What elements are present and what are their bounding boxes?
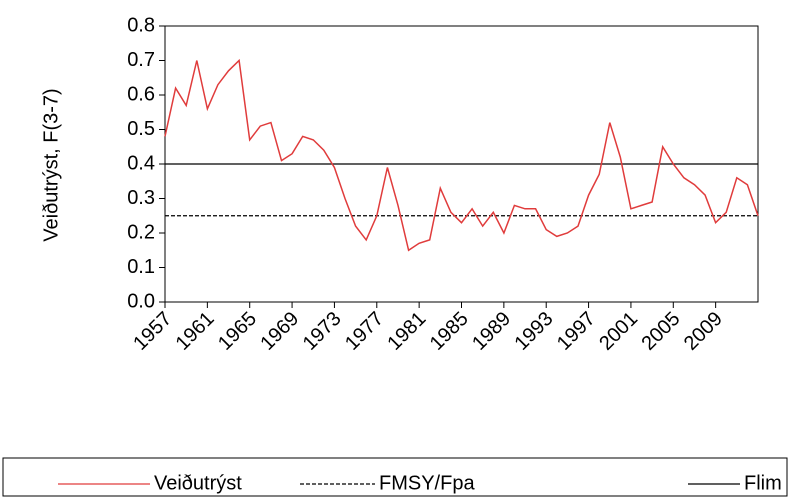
legend-label: Flim <box>744 472 782 494</box>
data-line <box>164 58 759 252</box>
x-tick-label: 1969 <box>256 308 303 355</box>
x-tick-label: 1957 <box>129 308 176 355</box>
y-tick-label: 0.7 <box>127 49 155 71</box>
y-tick-label: 0.6 <box>127 83 155 105</box>
x-tick-label: 1981 <box>383 308 430 355</box>
x-tick-label: 2005 <box>638 308 685 355</box>
y-tick-label: 0.1 <box>127 256 155 278</box>
y-tick-label: 0.2 <box>127 221 155 243</box>
x-tick-label: 1993 <box>510 308 557 355</box>
x-tick-label: 1989 <box>468 308 515 355</box>
legend-label: FMSY/Fpa <box>379 472 475 494</box>
x-tick-label: 1965 <box>214 308 261 355</box>
x-tick-label: 1977 <box>341 308 388 355</box>
y-tick-label: 0.8 <box>127 14 155 36</box>
x-tick-label: 2001 <box>595 308 642 355</box>
y-tick-label: 0.3 <box>127 187 155 209</box>
y-tick-label: 0.4 <box>127 152 155 174</box>
y-axis-label: Veiðutrýst, F(3-7) <box>40 88 62 241</box>
legend-label: Veiðutrýst <box>154 472 242 494</box>
x-tick-label: 1973 <box>299 308 346 355</box>
y-tick-label: 0.5 <box>127 118 155 140</box>
x-tick-label: 2009 <box>680 308 727 355</box>
legend-box <box>2 457 788 497</box>
y-tick-label: 0.0 <box>127 290 155 312</box>
x-tick-label: 1961 <box>172 308 219 355</box>
x-tick-label: 1997 <box>553 308 600 355</box>
x-tick-label: 1985 <box>426 308 473 355</box>
